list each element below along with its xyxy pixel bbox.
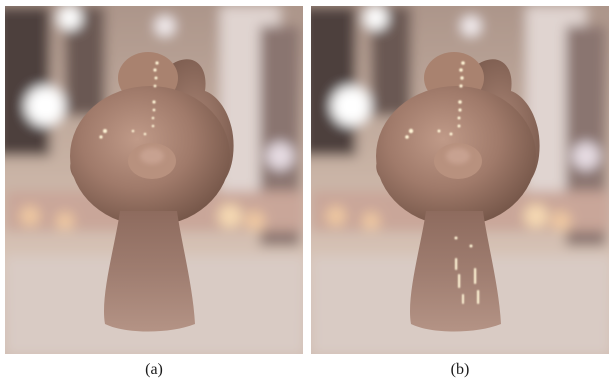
render-image-a: [5, 6, 303, 354]
caption-a: (a): [145, 361, 163, 378]
caption-b: (b): [450, 361, 470, 378]
render-panel-b: [311, 6, 609, 354]
specular-highlights: [99, 61, 159, 139]
render-image-b: [311, 6, 609, 354]
fish-object: [70, 52, 234, 332]
render-panel-a: [5, 6, 303, 354]
fish-object: [376, 52, 540, 332]
specular-highlights: [405, 61, 480, 304]
